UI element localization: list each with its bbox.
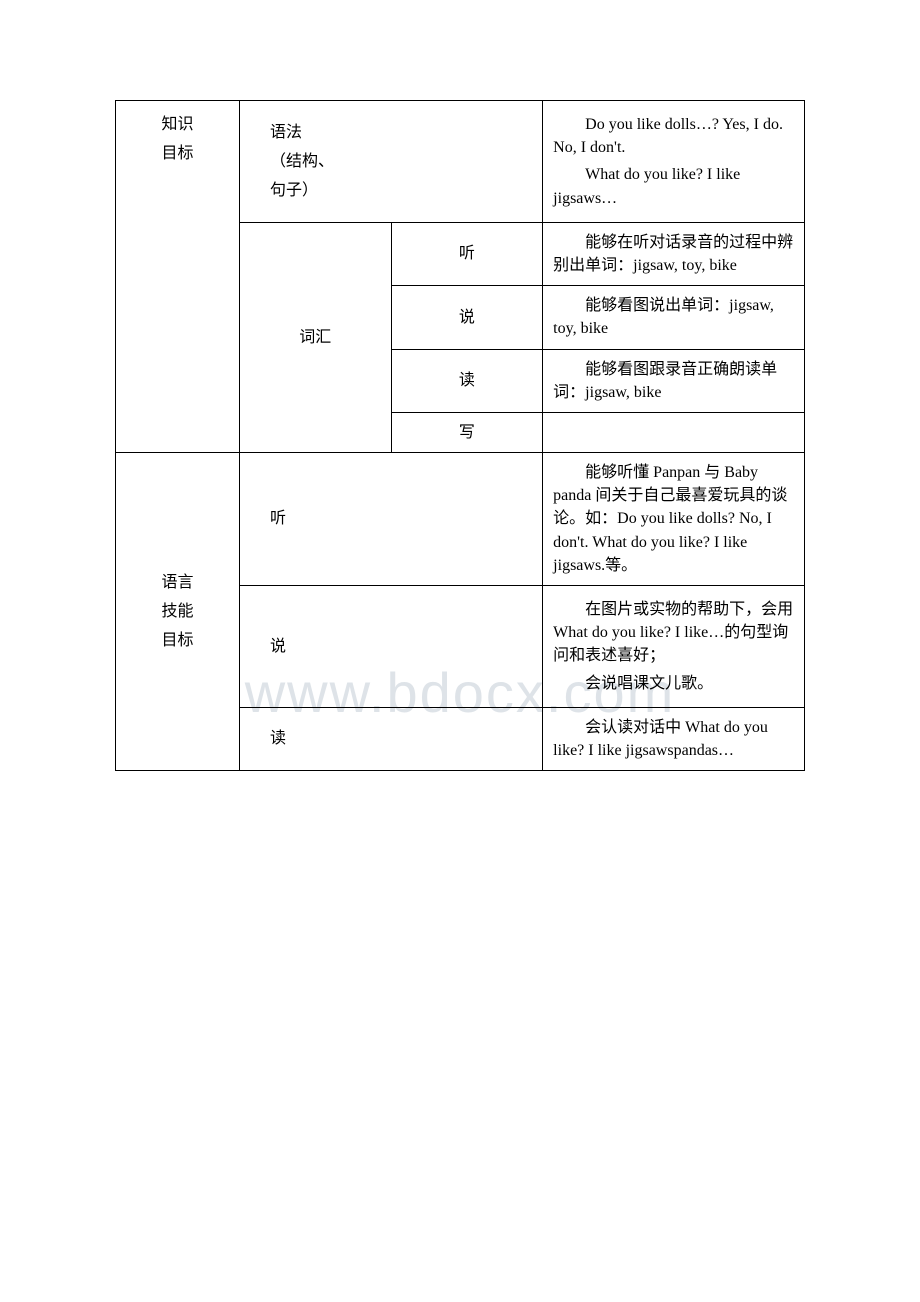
label-line: 目标 bbox=[162, 629, 194, 652]
label-line: 知识 bbox=[162, 113, 194, 136]
cell-knowledge-goal: 知识 目标 bbox=[116, 101, 240, 453]
label-line: 语言 bbox=[162, 571, 194, 594]
text-content: 在图片或实物的帮助下，会用 What do you like? I like…的… bbox=[553, 598, 794, 668]
cell-language-skill-goal: 语言 技能 目标 bbox=[116, 453, 240, 771]
text-content: 能够看图跟录音正确朗读单词：jigsaw, bike bbox=[553, 358, 794, 404]
cell-vocab-read: 能够看图跟录音正确朗读单词：jigsaw, bike bbox=[543, 349, 805, 412]
cell-skill-listen-label: 听 bbox=[391, 222, 543, 285]
label-line: 句子） bbox=[270, 179, 318, 202]
label-text: 写 bbox=[459, 424, 475, 441]
cell-skill-listen-content: 能够听懂 Panpan 与 Baby panda 间关于自己最喜爱玩具的谈论。如… bbox=[543, 453, 805, 586]
cell-skill-write-label: 写 bbox=[391, 412, 543, 452]
text-content: What do you like? I like jigsaws… bbox=[553, 163, 794, 209]
cell-skill-read-label-2: 读 bbox=[240, 707, 543, 770]
cell-vocab-listen: 能够在听对话录音的过程中辨别出单词：jigsaw, toy, bike bbox=[543, 222, 805, 285]
label-line: 目标 bbox=[162, 142, 194, 165]
text-content: 能够在听对话录音的过程中辨别出单词：jigsaw, toy, bike bbox=[553, 231, 794, 277]
text-content: 能够看图说出单词：jigsaw, toy, bike bbox=[553, 294, 794, 340]
text-content: 会认读对话中 What do you like? I like jigsawsp… bbox=[553, 716, 794, 762]
cell-skill-speak-label-2: 说 bbox=[240, 586, 543, 708]
label-line: 技能 bbox=[162, 600, 194, 623]
label-text: 说 bbox=[459, 309, 475, 326]
label-text: 词汇 bbox=[299, 329, 331, 346]
cell-skill-read-label: 读 bbox=[391, 349, 543, 412]
text-content: 会说唱课文儿歌。 bbox=[553, 672, 794, 695]
label-text: 说 bbox=[270, 638, 286, 655]
curriculum-table: 知识 目标 语法 （结构、 句子） Do you like dolls…? Ye… bbox=[115, 100, 805, 771]
label-line: （结构、 bbox=[270, 150, 334, 173]
table-row: 语言 技能 目标 听 能够听懂 Panpan 与 Baby panda 间关于自… bbox=[116, 453, 805, 586]
cell-vocab-label: 词汇 bbox=[240, 222, 392, 452]
text-content: Do you like dolls…? Yes, I do. No, I don… bbox=[553, 113, 794, 159]
cell-grammar-label: 语法 （结构、 句子） bbox=[240, 101, 543, 223]
cell-skill-speak-content: 在图片或实物的帮助下，会用 What do you like? I like…的… bbox=[543, 586, 805, 708]
cell-skill-speak-label: 说 bbox=[391, 286, 543, 349]
cell-skill-listen-label-2: 听 bbox=[240, 453, 543, 586]
label-text: 听 bbox=[270, 510, 286, 527]
cell-grammar-content: Do you like dolls…? Yes, I do. No, I don… bbox=[543, 101, 805, 223]
label-text: 读 bbox=[270, 730, 286, 747]
label-text: 读 bbox=[459, 372, 475, 389]
cell-vocab-speak: 能够看图说出单词：jigsaw, toy, bike bbox=[543, 286, 805, 349]
table-row: 知识 目标 语法 （结构、 句子） Do you like dolls…? Ye… bbox=[116, 101, 805, 223]
cell-skill-read-content: 会认读对话中 What do you like? I like jigsawsp… bbox=[543, 707, 805, 770]
cell-vocab-write bbox=[543, 412, 805, 452]
text-content: 能够听懂 Panpan 与 Baby panda 间关于自己最喜爱玩具的谈论。如… bbox=[553, 461, 794, 577]
label-line: 语法 bbox=[270, 121, 302, 144]
label-text: 听 bbox=[459, 245, 475, 262]
